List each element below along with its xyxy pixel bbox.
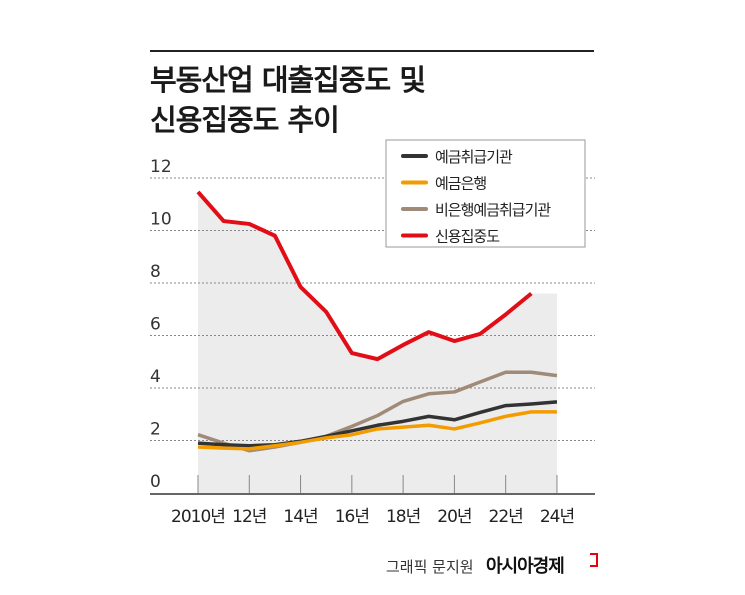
graphic-credit: 그래픽 문지원 (386, 558, 474, 576)
y-tick-label: 10 (150, 210, 172, 230)
series-line-3 (196, 190, 533, 362)
y-tick-label: 8 (150, 262, 161, 282)
y-tick-label: 12 (150, 157, 172, 177)
publisher-logo: 아시아경제 (486, 556, 565, 577)
title-line-1: 부동산업 대출집중도 및 (150, 63, 426, 97)
x-tick-label: 14년 (283, 507, 317, 527)
y-tick-label: 0 (150, 472, 161, 492)
legend-label: 비은행예금취급기관 (435, 201, 551, 219)
y-tick-label: 4 (150, 367, 161, 387)
series-line-1 (197, 410, 557, 451)
x-tick-label: 22년 (489, 507, 523, 527)
legend-label: 예금취급기관 (435, 148, 513, 166)
x-tick-label: 18년 (386, 507, 420, 527)
x-tick-label: 24년 (540, 507, 574, 527)
y-tick-label: 6 (150, 315, 161, 335)
x-tick-label: 2010년 (171, 507, 225, 527)
chart-title: 부동산업 대출집중도 및 신용집중도 추이 (150, 60, 426, 140)
logo-mark-icon (590, 553, 598, 567)
title-rule (150, 50, 594, 52)
legend-label: 예금은행 (435, 175, 486, 193)
legend-label: 신용집중도 (435, 228, 500, 246)
series-line-0 (197, 400, 558, 448)
x-tick-label: 16년 (335, 507, 369, 527)
x-tick-label: 20년 (437, 507, 471, 527)
x-tick-label: 12년 (232, 507, 266, 527)
title-line-2: 신용집중도 추이 (150, 103, 340, 137)
y-tick-label: 2 (150, 420, 161, 440)
